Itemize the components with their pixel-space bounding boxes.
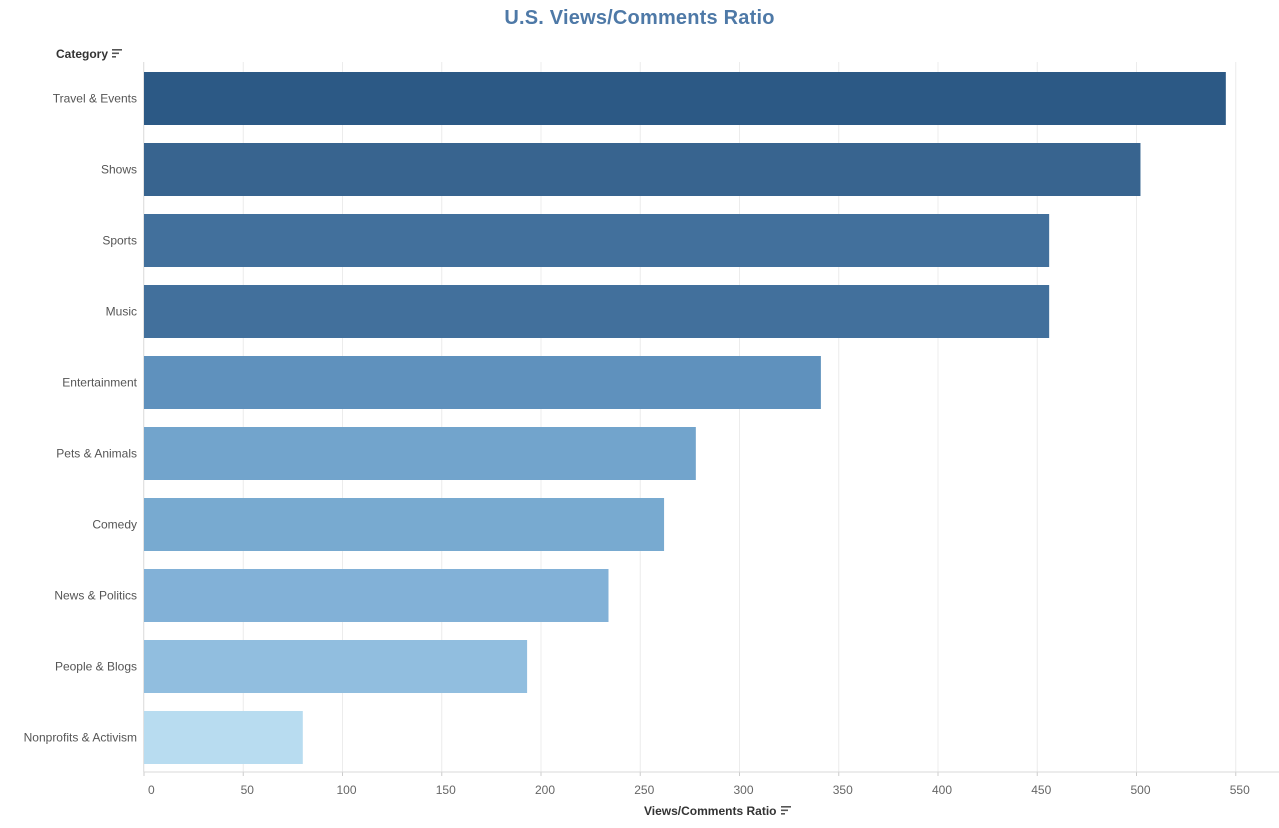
category-label: People & Blogs (55, 660, 137, 674)
bars (144, 72, 1226, 764)
bar[interactable] (144, 640, 528, 693)
category-header-label: Category (56, 47, 109, 61)
x-tick-label: 200 (535, 783, 555, 797)
category-label: News & Politics (54, 589, 137, 603)
x-tick-label: 400 (932, 783, 952, 797)
bar[interactable] (144, 72, 1226, 125)
x-tick-label: 250 (634, 783, 654, 797)
x-axis-title-label: Views/Comments Ratio (644, 804, 777, 818)
x-tick-label: 350 (833, 783, 853, 797)
bar[interactable] (144, 285, 1050, 338)
x-tick-label: 450 (1031, 783, 1051, 797)
category-label: Nonprofits & Activism (24, 731, 137, 745)
x-axis-title[interactable]: Views/Comments Ratio (644, 804, 792, 818)
bar[interactable] (144, 711, 303, 764)
bar[interactable] (144, 569, 609, 622)
bar[interactable] (144, 498, 665, 551)
chart-title: U.S. Views/Comments Ratio (504, 7, 775, 29)
category-label: Music (106, 305, 137, 319)
x-tick-label: 100 (336, 783, 356, 797)
x-axis-ticks: 0 50 100 150 200 250 300 350 400 450 500 550 (143, 771, 1279, 797)
category-label: Entertainment (62, 376, 137, 390)
x-tick-label: 500 (1130, 783, 1150, 797)
category-label: Pets & Animals (56, 447, 137, 461)
category-label: Travel & Events (53, 92, 137, 106)
bar[interactable] (144, 427, 696, 480)
category-label: Comedy (92, 518, 137, 532)
category-label: Shows (101, 163, 137, 177)
sort-descending-icon[interactable] (112, 47, 123, 61)
x-tick-label: 50 (241, 783, 255, 797)
category-labels: Travel & Events Shows Sports Music Entertain… (24, 92, 138, 745)
category-header[interactable]: Category (56, 47, 123, 61)
bar[interactable] (144, 356, 821, 409)
x-tick-label: 300 (733, 783, 753, 797)
x-tick-label: 150 (436, 783, 456, 797)
x-tick-label: 0 (148, 783, 155, 797)
category-label: Sports (102, 234, 137, 248)
x-tick-label: 550 (1230, 783, 1250, 797)
sort-descending-icon[interactable] (781, 804, 792, 818)
bar[interactable] (144, 214, 1050, 267)
bar[interactable] (144, 143, 1141, 196)
